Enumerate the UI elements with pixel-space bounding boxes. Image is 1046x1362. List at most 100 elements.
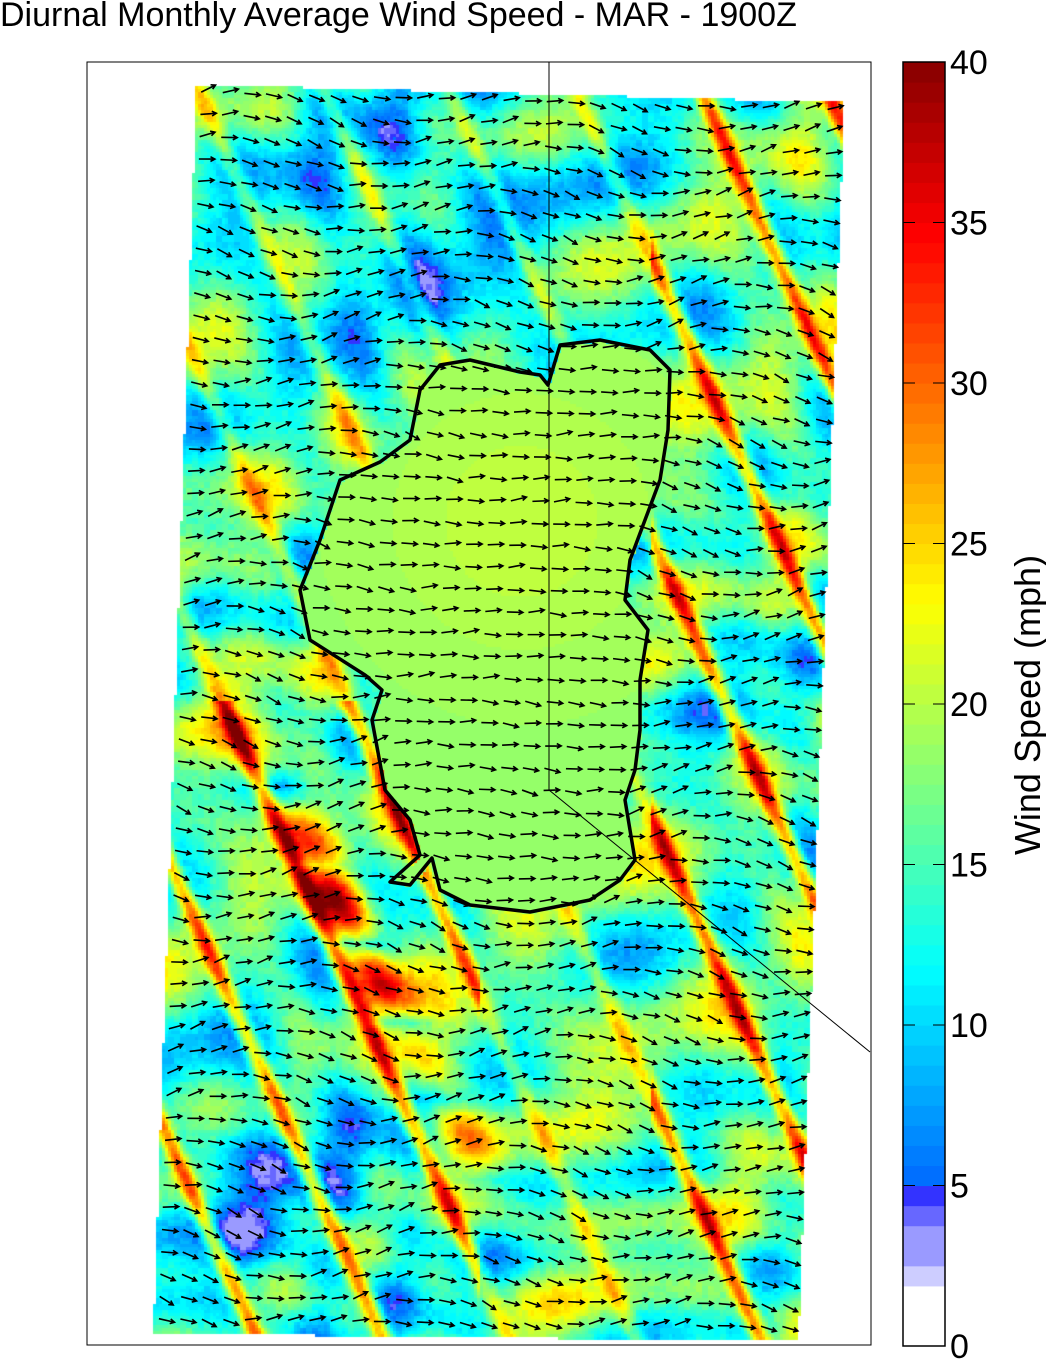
wind-arrow bbox=[378, 586, 396, 594]
wind-arrow bbox=[617, 522, 636, 529]
wind-arrow bbox=[220, 761, 237, 771]
wind-arrow bbox=[759, 189, 777, 197]
wind-arrow bbox=[579, 985, 597, 992]
wind-arrow bbox=[510, 495, 529, 502]
wind-arrow bbox=[618, 1079, 635, 1090]
wind-arrow bbox=[268, 1252, 287, 1259]
wind-arrow bbox=[397, 651, 416, 658]
wind-arrow bbox=[200, 84, 218, 93]
colorbar-segment bbox=[903, 804, 945, 825]
wind-arrow bbox=[446, 1092, 463, 1101]
wind-arrow bbox=[274, 443, 292, 452]
wind-arrow bbox=[481, 93, 499, 101]
wind-arrow bbox=[508, 562, 526, 569]
wind-arrow bbox=[577, 1033, 596, 1040]
wind-arrow bbox=[255, 376, 273, 385]
wind-arrow bbox=[360, 1075, 378, 1085]
wind-arrow bbox=[698, 675, 715, 684]
wind-arrow bbox=[736, 235, 754, 242]
wind-arrow bbox=[474, 898, 493, 905]
wind-arrow bbox=[774, 947, 793, 955]
wind-arrow bbox=[771, 1032, 789, 1040]
wind-arrow bbox=[739, 1324, 757, 1331]
wind-arrow bbox=[695, 169, 714, 176]
wind-arrow bbox=[319, 1030, 336, 1039]
wind-arrow bbox=[326, 822, 343, 832]
wind-arrow bbox=[737, 187, 754, 197]
wind-arrow bbox=[548, 653, 567, 660]
wind-arrow bbox=[207, 508, 224, 518]
wind-arrow bbox=[568, 1277, 587, 1284]
wind-arrow bbox=[564, 212, 582, 219]
wind-arrow bbox=[300, 958, 318, 965]
wind-arrow bbox=[372, 139, 390, 147]
wind-arrow bbox=[278, 356, 296, 363]
wind-arrow bbox=[685, 1036, 702, 1046]
wind-arrow bbox=[588, 124, 605, 134]
wind-arrow bbox=[265, 717, 284, 724]
wind-arrow bbox=[798, 307, 816, 316]
wind-arrow bbox=[370, 182, 389, 190]
wind-arrow bbox=[351, 117, 368, 127]
wind-arrow bbox=[534, 432, 553, 439]
wind-arrow bbox=[588, 146, 605, 155]
wind-arrow bbox=[377, 607, 396, 614]
wind-arrow bbox=[373, 716, 392, 723]
wind-arrow bbox=[712, 880, 731, 887]
wind-arrow bbox=[338, 494, 356, 501]
wind-arrow bbox=[396, 1270, 414, 1278]
wind-arrow bbox=[262, 182, 280, 191]
wind-arrow bbox=[466, 520, 485, 527]
wind-arrow bbox=[751, 394, 769, 404]
wind-arrow bbox=[336, 539, 355, 547]
wind-arrow bbox=[210, 1069, 228, 1076]
wind-arrow bbox=[328, 139, 346, 148]
colorbar-segment bbox=[903, 1265, 945, 1287]
wind-arrow bbox=[657, 1208, 675, 1215]
wind-arrow bbox=[441, 628, 459, 635]
wind-arrow bbox=[580, 364, 598, 371]
wind-arrow bbox=[611, 102, 628, 112]
wind-arrow bbox=[738, 743, 757, 751]
wind-arrow bbox=[329, 736, 347, 743]
wind-arrow bbox=[586, 190, 604, 199]
wind-arrow bbox=[489, 1071, 507, 1080]
wind-arrow bbox=[437, 743, 455, 750]
wind-arrow bbox=[321, 332, 338, 342]
wind-arrow bbox=[566, 745, 585, 752]
wind-arrow bbox=[775, 351, 792, 360]
wind-arrow bbox=[349, 160, 368, 168]
wind-arrow bbox=[249, 1185, 267, 1193]
wind-arrow bbox=[334, 607, 352, 615]
wind-arrow bbox=[481, 699, 500, 706]
wind-arrow bbox=[403, 1094, 421, 1101]
wind-arrow bbox=[212, 381, 231, 389]
wind-arrow bbox=[356, 1181, 375, 1189]
wind-arrow bbox=[751, 416, 768, 426]
wind-arrow bbox=[315, 517, 333, 526]
wind-arrow bbox=[309, 696, 327, 704]
wind-arrow bbox=[158, 1317, 177, 1325]
wind-arrow bbox=[234, 377, 252, 384]
wind-arrow bbox=[706, 460, 723, 469]
wind-arrow bbox=[311, 651, 329, 658]
wind-arrow bbox=[700, 615, 719, 622]
wind-arrow bbox=[222, 87, 241, 94]
wind-arrow bbox=[643, 991, 661, 1000]
wind-arrow bbox=[161, 1249, 179, 1256]
wind-arrow bbox=[420, 605, 439, 612]
wind-arrow bbox=[790, 1099, 808, 1107]
colorbar-segment bbox=[903, 1325, 945, 1347]
wind-arrow bbox=[285, 160, 303, 167]
wind-arrow bbox=[672, 209, 690, 217]
wind-arrow bbox=[422, 561, 440, 568]
wind-arrow bbox=[561, 875, 580, 882]
wind-arrow bbox=[660, 525, 679, 533]
wind-arrow bbox=[804, 726, 823, 734]
wind-arrow bbox=[492, 410, 510, 417]
wind-arrow bbox=[814, 457, 832, 465]
wind-arrow bbox=[355, 1224, 372, 1233]
wind-arrow bbox=[187, 1088, 205, 1097]
wind-arrow bbox=[609, 147, 625, 158]
wind-arrow bbox=[343, 964, 360, 973]
